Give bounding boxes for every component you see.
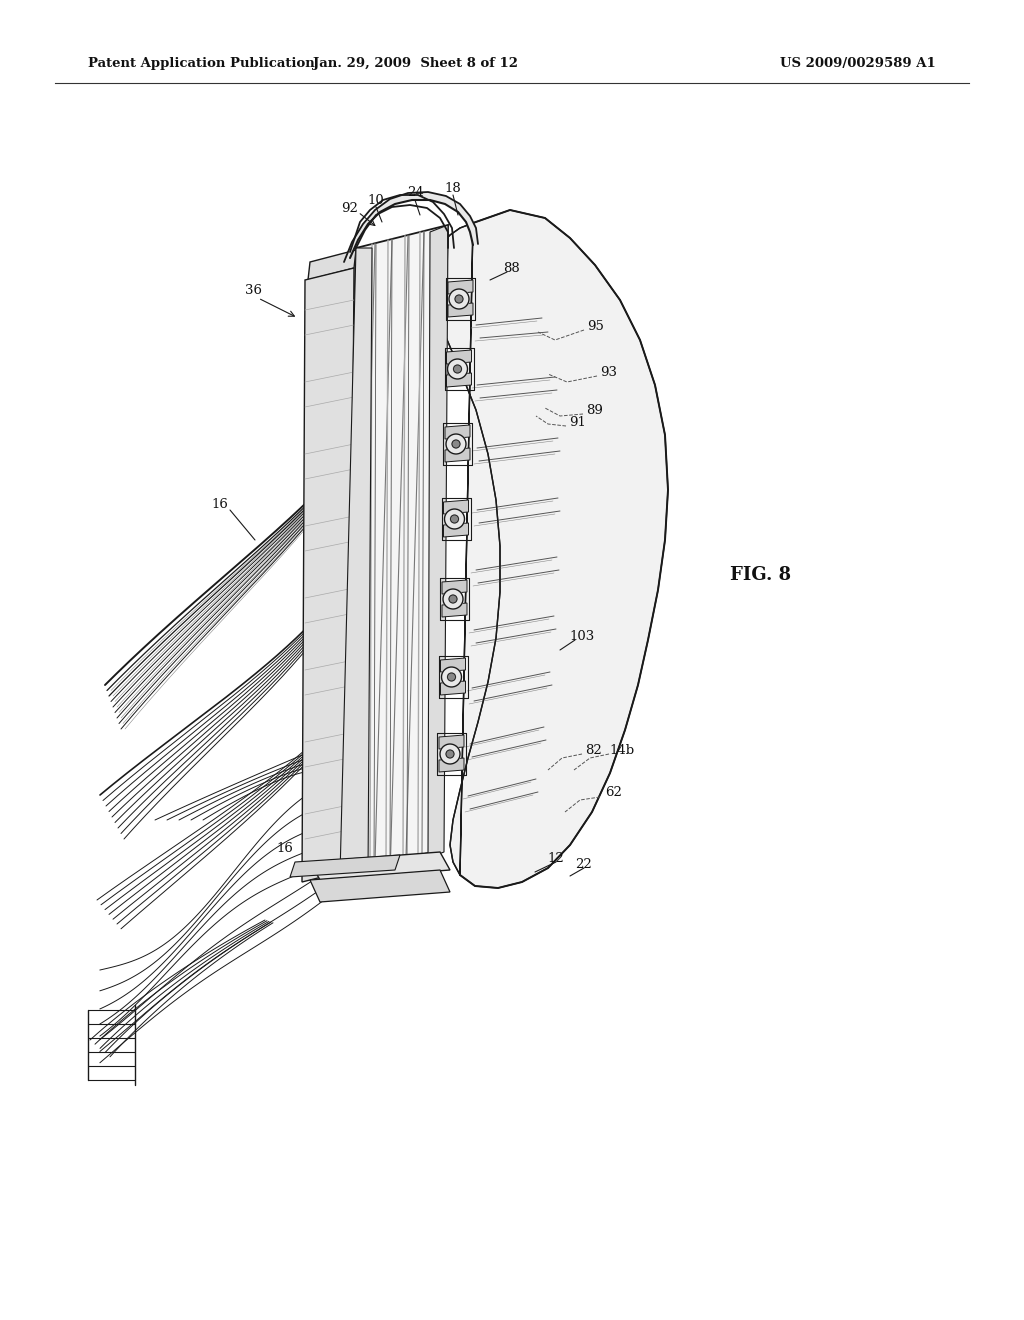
Circle shape — [440, 744, 460, 764]
Text: 95: 95 — [588, 319, 604, 333]
Circle shape — [449, 595, 457, 603]
Text: Jan. 29, 2009  Sheet 8 of 12: Jan. 29, 2009 Sheet 8 of 12 — [312, 57, 517, 70]
Polygon shape — [442, 603, 467, 616]
Text: 89: 89 — [587, 404, 603, 417]
Polygon shape — [439, 758, 464, 772]
Polygon shape — [446, 374, 471, 387]
Text: 16: 16 — [212, 499, 228, 511]
Polygon shape — [425, 210, 668, 888]
Text: 22: 22 — [575, 858, 592, 870]
Polygon shape — [302, 268, 354, 882]
Polygon shape — [446, 350, 471, 364]
Circle shape — [443, 589, 463, 609]
Polygon shape — [445, 447, 470, 462]
Circle shape — [446, 434, 466, 454]
Polygon shape — [428, 224, 449, 858]
Polygon shape — [440, 681, 466, 696]
Polygon shape — [440, 657, 466, 672]
Polygon shape — [340, 224, 449, 875]
Polygon shape — [443, 523, 469, 537]
Polygon shape — [449, 280, 473, 294]
Text: 82: 82 — [586, 743, 602, 756]
Text: 18: 18 — [444, 181, 462, 194]
Circle shape — [452, 440, 460, 447]
Text: Patent Application Publication: Patent Application Publication — [88, 57, 314, 70]
Text: 103: 103 — [569, 630, 595, 643]
Circle shape — [447, 673, 456, 681]
Text: 10: 10 — [368, 194, 384, 206]
Text: 62: 62 — [605, 787, 623, 800]
Text: 16: 16 — [276, 842, 294, 854]
Polygon shape — [290, 855, 400, 876]
Text: 92: 92 — [342, 202, 358, 214]
Text: 93: 93 — [600, 366, 617, 379]
Circle shape — [451, 515, 459, 523]
Text: 36: 36 — [245, 284, 261, 297]
Text: US 2009/0029589 A1: US 2009/0029589 A1 — [780, 57, 936, 70]
Polygon shape — [442, 579, 467, 594]
Text: 12: 12 — [548, 851, 564, 865]
Text: 88: 88 — [504, 261, 520, 275]
Circle shape — [455, 294, 463, 304]
Polygon shape — [443, 500, 469, 513]
Polygon shape — [439, 735, 464, 748]
Circle shape — [449, 289, 469, 309]
Circle shape — [444, 510, 465, 529]
Polygon shape — [340, 248, 372, 875]
Circle shape — [446, 750, 454, 758]
Polygon shape — [445, 425, 470, 440]
Polygon shape — [449, 304, 473, 317]
Text: 24: 24 — [407, 186, 423, 199]
Polygon shape — [308, 249, 356, 280]
Circle shape — [454, 366, 462, 374]
Text: FIG. 8: FIG. 8 — [730, 566, 792, 583]
Circle shape — [447, 359, 468, 379]
Polygon shape — [310, 851, 450, 880]
Polygon shape — [310, 870, 450, 902]
Circle shape — [441, 667, 462, 686]
Text: 14b: 14b — [609, 743, 635, 756]
Polygon shape — [344, 191, 478, 261]
Text: 91: 91 — [569, 417, 587, 429]
